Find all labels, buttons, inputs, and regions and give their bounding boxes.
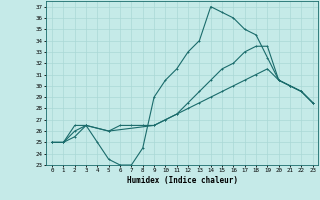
X-axis label: Humidex (Indice chaleur): Humidex (Indice chaleur) bbox=[127, 176, 238, 185]
